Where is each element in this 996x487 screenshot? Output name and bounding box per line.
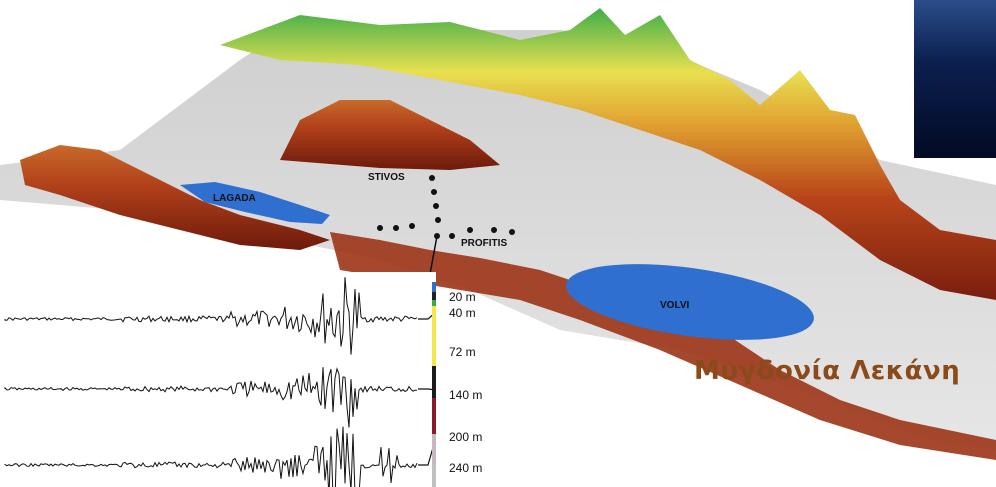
seismogram-panel xyxy=(0,272,436,487)
station-stivos-label: STIVOS xyxy=(368,172,405,183)
seismogram-trace xyxy=(5,367,417,427)
seismogram-traces xyxy=(0,272,436,487)
corner-panel xyxy=(914,0,996,158)
depth-label: 200 m xyxy=(449,430,482,444)
lake-volvi-label: VOLVI xyxy=(660,300,689,311)
basin-title: Μυγδονία Λεκάνη xyxy=(694,356,960,386)
depth-label: 140 m xyxy=(449,388,482,402)
borehole-column xyxy=(432,282,436,487)
station-profitis-label: PROFITIS xyxy=(461,238,507,249)
lake-lagada-label: LAGADA xyxy=(213,193,256,204)
depth-label: 72 m xyxy=(449,345,476,359)
seismogram-trace xyxy=(5,277,417,355)
depth-label: 240 m xyxy=(449,461,482,475)
depth-label: 40 m xyxy=(449,306,476,320)
depth-label: 20 m xyxy=(449,290,476,304)
seismogram-trace xyxy=(5,427,417,487)
